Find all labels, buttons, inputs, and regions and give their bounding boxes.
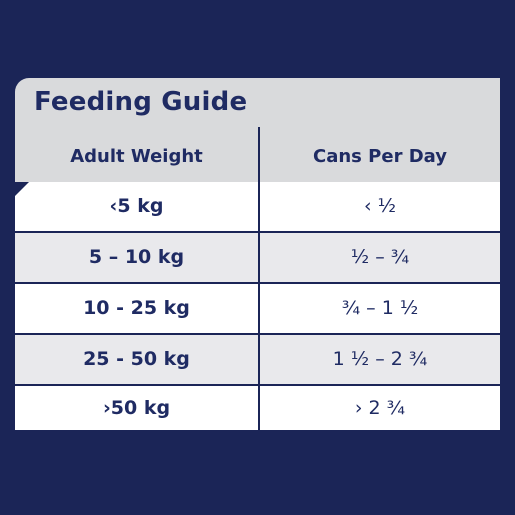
cans-cell: › 2 ¾ — [354, 397, 406, 419]
title-band: Feeding Guide — [15, 78, 500, 127]
cans-cell: ¾ – 1 ½ — [341, 297, 419, 319]
header-adult-weight: Adult Weight — [70, 146, 203, 167]
table-row: 25 - 50 kg 1 ½ – 2 ¾ — [15, 335, 500, 384]
row-divider — [15, 231, 500, 233]
row-divider — [15, 333, 500, 335]
header-row: Adult Weight Cans Per Day — [15, 127, 500, 182]
feeding-guide-table: Feeding Guide Adult Weight Cans Per Day … — [15, 78, 500, 430]
table-row: ‹5 kg ‹ ½ — [15, 182, 500, 231]
weight-cell: ›50 kg — [102, 397, 171, 419]
table-row: ›50 kg › 2 ¾ — [15, 386, 500, 430]
cans-cell: ‹ ½ — [363, 195, 397, 217]
column-divider — [258, 127, 260, 430]
header-cans-per-day: Cans Per Day — [313, 146, 447, 167]
table-row: 10 - 25 kg ¾ – 1 ½ — [15, 284, 500, 333]
row-corner-notch — [15, 182, 29, 196]
cans-cell: 1 ½ – 2 ¾ — [332, 348, 428, 370]
weight-cell: 25 - 50 kg — [83, 348, 190, 370]
weight-cell: 5 – 10 kg — [88, 246, 185, 268]
row-divider — [15, 384, 500, 386]
weight-cell: ‹5 kg — [109, 195, 164, 217]
table-title: Feeding Guide — [34, 87, 248, 117]
row-divider — [15, 282, 500, 284]
weight-cell: 10 - 25 kg — [83, 297, 190, 319]
table-row: 5 – 10 kg ½ – ¾ — [15, 233, 500, 282]
cans-cell: ½ – ¾ — [350, 246, 410, 268]
